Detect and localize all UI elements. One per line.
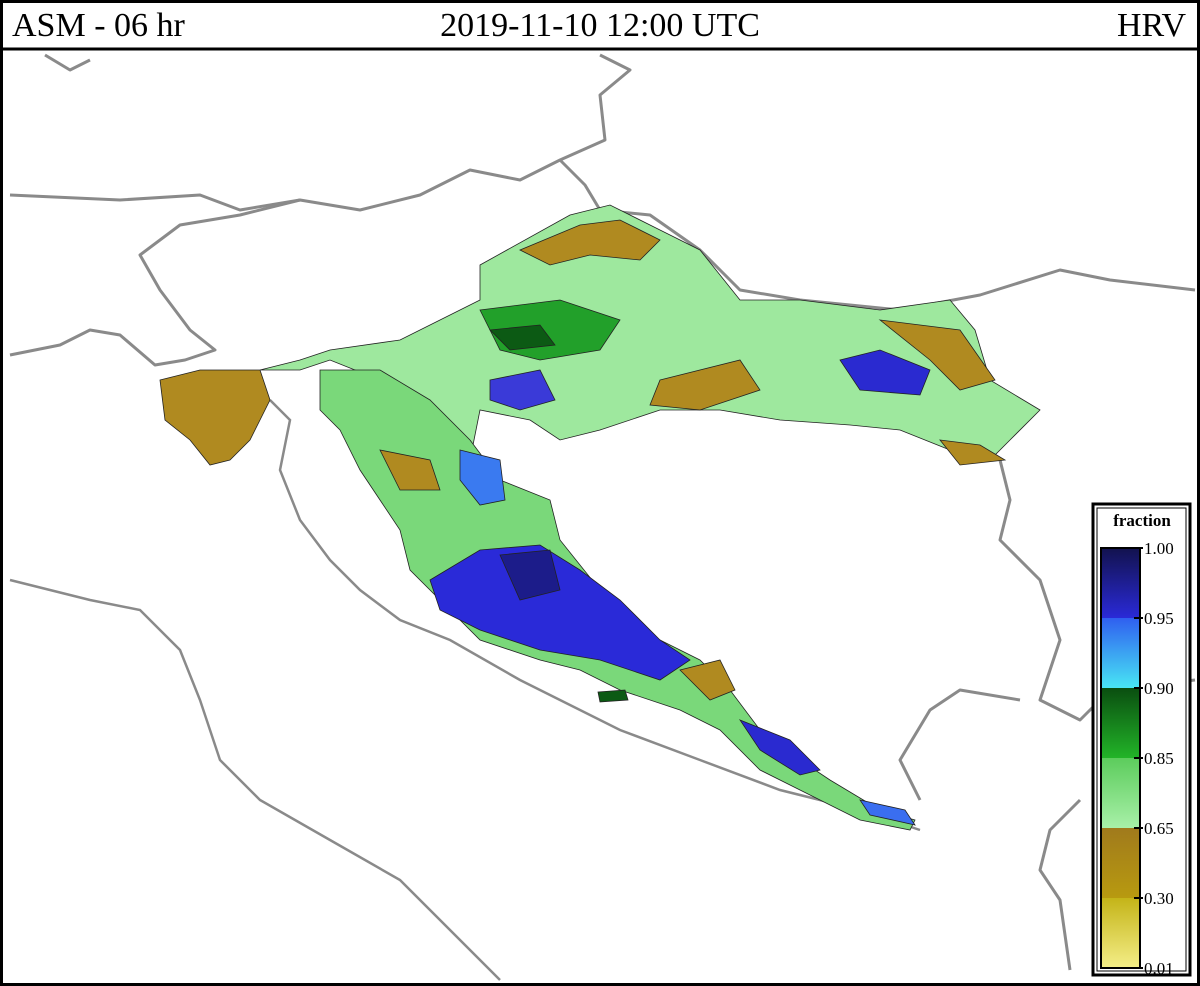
color-segment	[1101, 618, 1140, 688]
legend: fraction 1.00 0.95 0.90 0.85 0.65 0.30 0.01	[1091, 502, 1192, 978]
color-segment	[1101, 688, 1140, 758]
country-borders	[9, 53, 1196, 981]
tick-label: 0.30	[1144, 889, 1174, 908]
color-segment	[1101, 828, 1140, 898]
tick-label: 0.01	[1144, 959, 1174, 978]
tick-label: 1.00	[1144, 539, 1174, 558]
legend-title: fraction	[1113, 511, 1171, 530]
header-center: 2019-11-10 12:00 UTC	[440, 7, 760, 44]
header-right: HRV	[1117, 7, 1187, 44]
color-segment	[1101, 548, 1140, 618]
color-segment	[1101, 758, 1140, 828]
tick-label: 0.95	[1144, 609, 1174, 628]
tick-label: 0.65	[1144, 819, 1174, 838]
tick-label: 0.90	[1144, 679, 1174, 698]
header-left: ASM - 06 hr	[12, 7, 186, 44]
tick-label: 0.85	[1144, 749, 1174, 768]
legend-inner-box	[1096, 507, 1187, 972]
color-segment	[1101, 898, 1140, 968]
regions	[159, 204, 1041, 831]
